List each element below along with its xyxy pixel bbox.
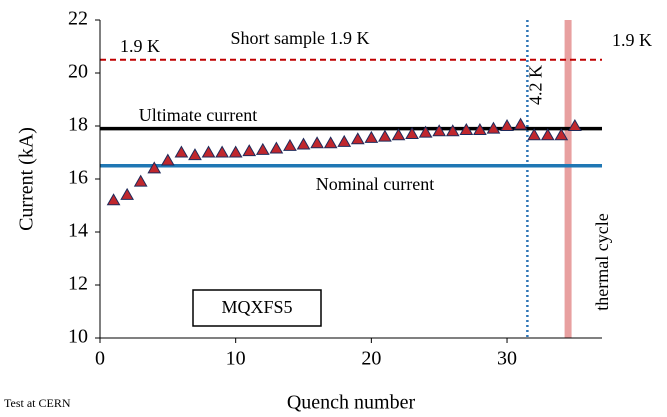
data-point [106, 193, 121, 206]
data-point [160, 153, 175, 166]
data-point [513, 117, 528, 130]
data-point [459, 122, 474, 135]
data-point [188, 148, 202, 161]
x-tick-label: 0 [95, 348, 105, 370]
data-point [527, 128, 542, 141]
hline-label: Short sample 1.9 K [231, 28, 370, 48]
data-point [418, 125, 433, 138]
data-point [378, 129, 392, 142]
data-point [432, 124, 447, 137]
x-axis-title: Quench number [287, 392, 416, 414]
data-point [554, 128, 569, 141]
data-point [405, 126, 419, 139]
data-point [500, 118, 514, 131]
data-point [201, 145, 216, 158]
data-point [255, 142, 270, 155]
footnote: Test at CERN [4, 396, 71, 410]
data-point [391, 128, 406, 141]
data-point [486, 121, 501, 134]
data-point [215, 145, 229, 158]
vline-label: 4.2 K [526, 65, 546, 105]
annotation: 1.9 K [120, 36, 160, 56]
data-point [296, 137, 311, 150]
data-point [310, 136, 324, 149]
data-point [445, 124, 460, 137]
x-tick-label: 10 [226, 348, 246, 370]
data-point [337, 134, 352, 147]
data-point [269, 141, 284, 154]
data-point [147, 161, 162, 174]
data-point [120, 187, 134, 200]
y-tick-label: 20 [68, 61, 88, 83]
label-box [192, 289, 322, 327]
data-point [568, 118, 582, 131]
data-point [174, 145, 189, 158]
y-tick-label: 18 [68, 114, 88, 136]
data-point [283, 138, 297, 151]
box-label: MQXFS5 [221, 297, 292, 317]
data-point [473, 122, 487, 135]
data-point [228, 145, 243, 158]
hline-label: Nominal current [316, 174, 434, 194]
data-point [242, 144, 257, 157]
y-tick-label: 12 [68, 273, 88, 295]
data-point [323, 136, 338, 149]
data-point [540, 128, 555, 141]
data-point [364, 130, 379, 143]
y-axis-title: Current (kA) [16, 127, 38, 231]
data-point [350, 132, 365, 145]
vline-label: thermal cycle [592, 213, 612, 310]
data-point [133, 174, 148, 187]
y-tick-label: 22 [68, 8, 88, 30]
y-tick-label: 14 [68, 220, 88, 242]
hline-label: Ultimate current [139, 105, 257, 125]
y-tick-label: 10 [68, 326, 88, 348]
x-tick-label: 20 [361, 348, 381, 370]
x-tick-label: 30 [497, 348, 517, 370]
annotation: 1.9 K [612, 30, 652, 50]
y-tick-label: 16 [68, 167, 88, 189]
